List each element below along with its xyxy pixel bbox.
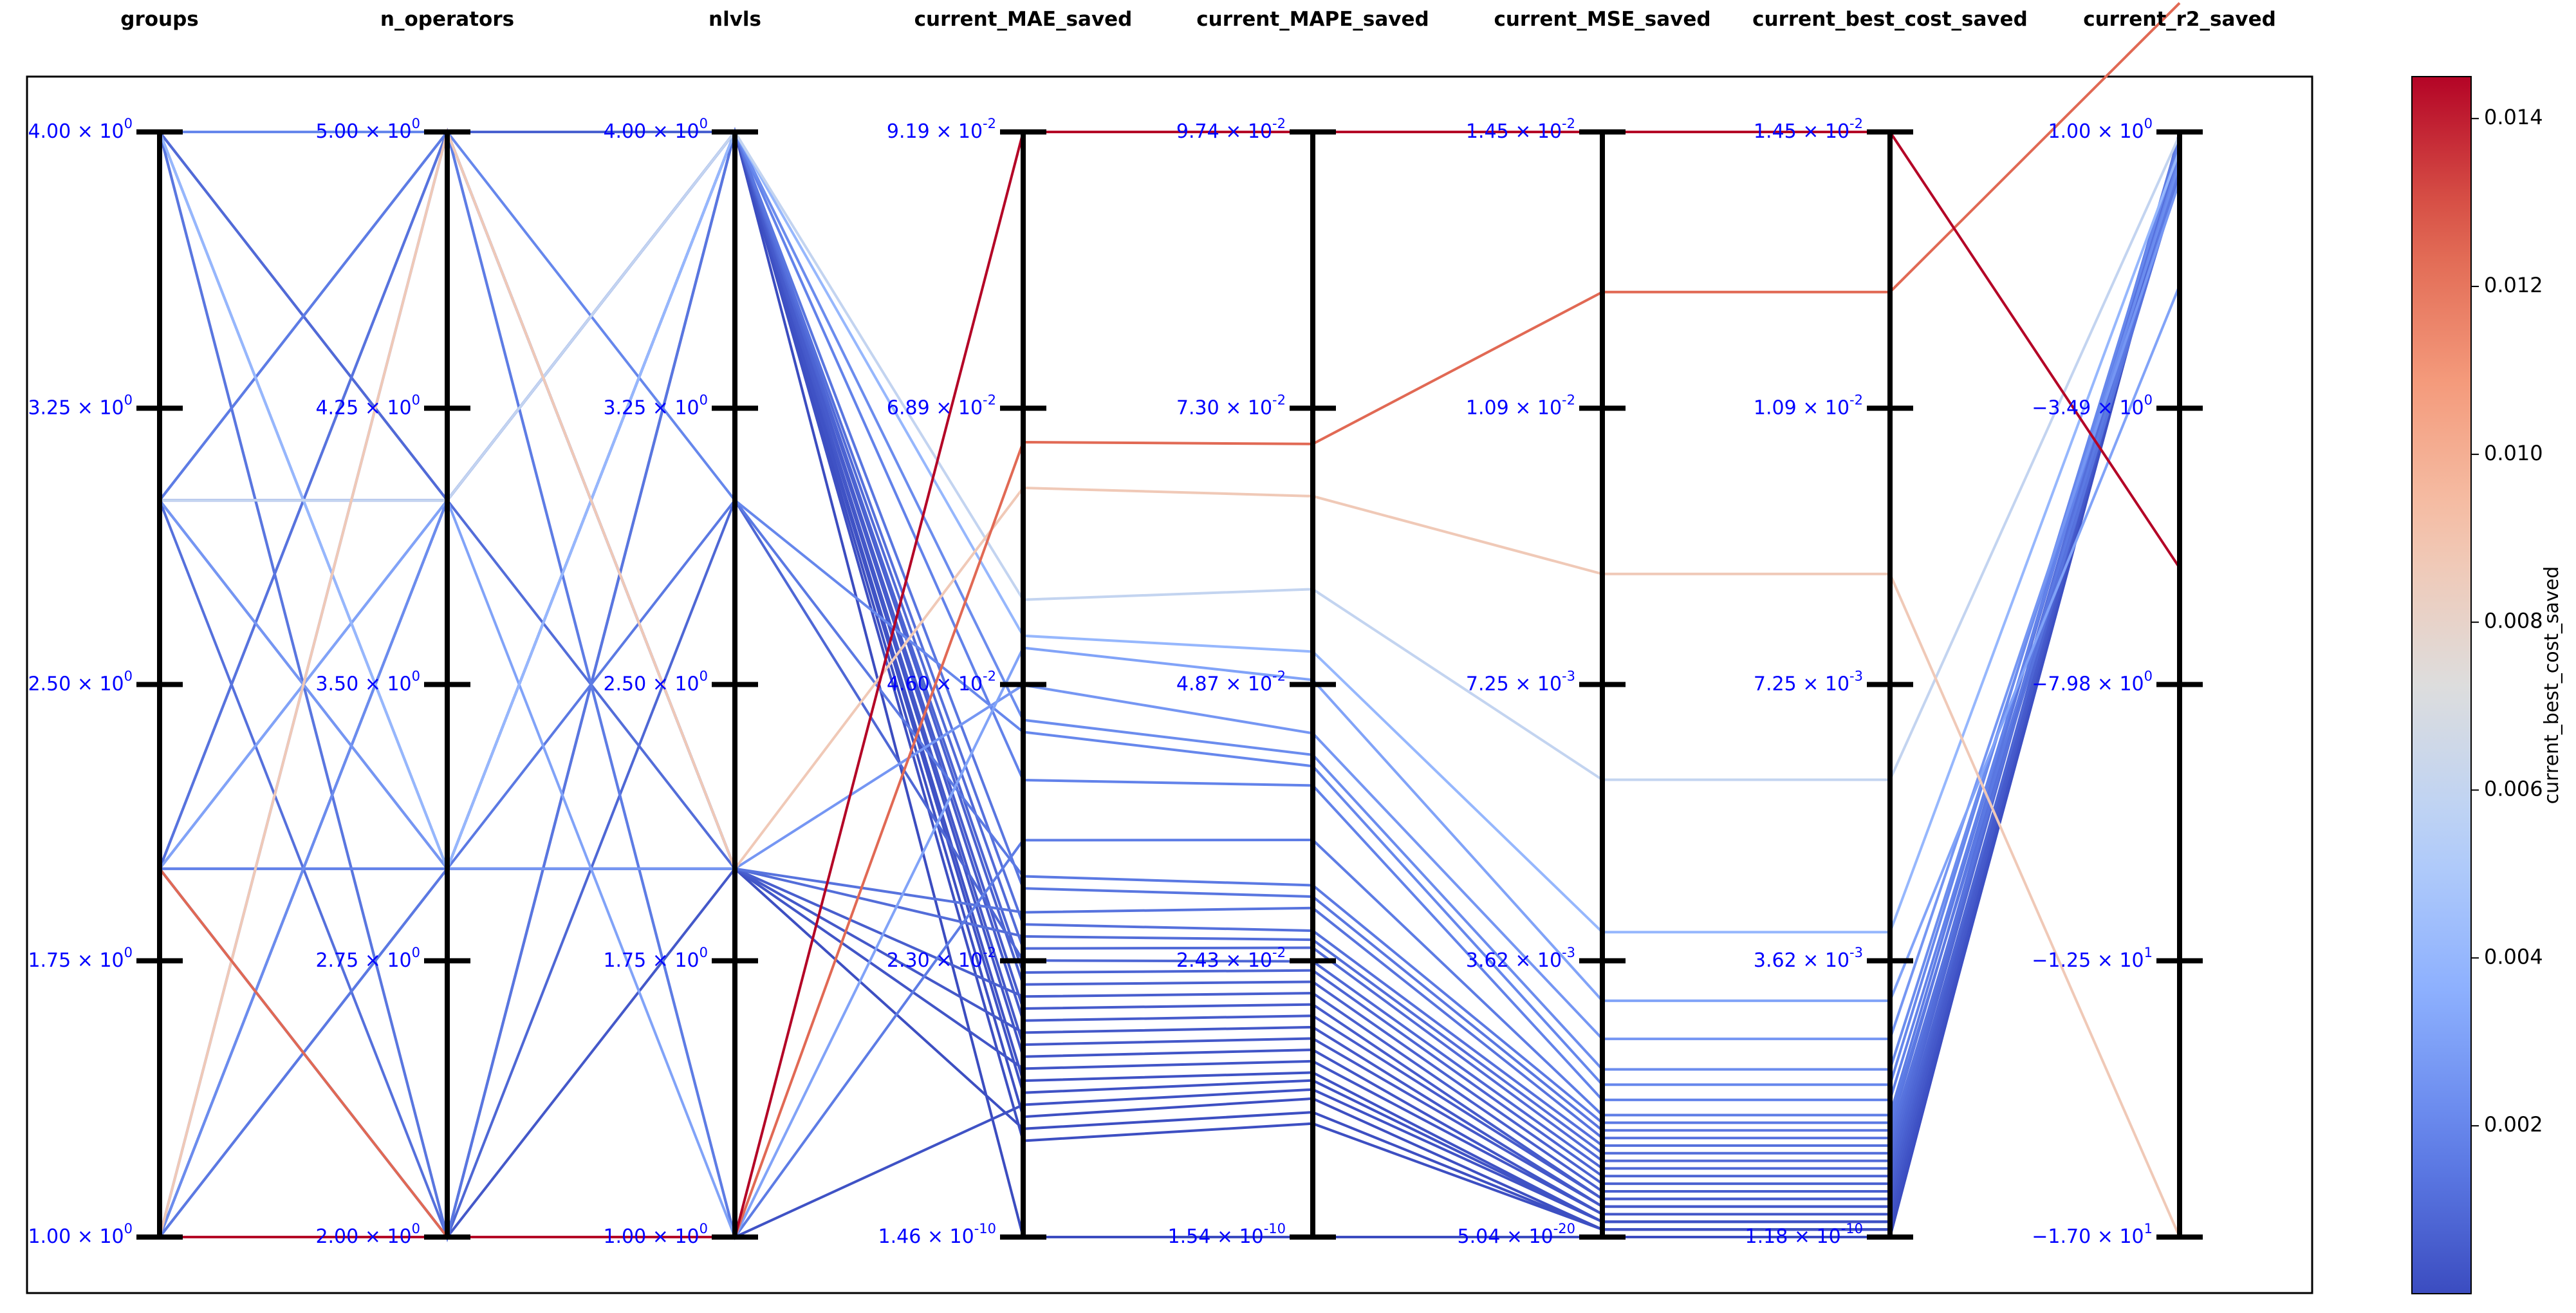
tick-label: 1.00 × 100: [28, 1221, 133, 1248]
tick-label: 1.18 × 10-10: [1745, 1221, 1864, 1248]
tick-label: 9.19 × 10-2: [887, 116, 996, 143]
tick-label: 4.60 × 10-2: [887, 669, 996, 696]
axis-nlvls: nlvls 1.00 × 100 1.75 × 100 2.50 × 100 3.25 …: [603, 8, 761, 1248]
axis-current-r2-saved: current_r2_saved −1.70 × 101 −1.25 × 101 −7…: [2032, 8, 2276, 1248]
tick-label: 1.09 × 10-2: [1466, 392, 1575, 419]
tick-label: −1.25 × 101: [2032, 945, 2153, 972]
tick-label: 4.25 × 100: [315, 392, 420, 419]
data-line-14: [158, 128, 2181, 1140]
data-line-13: [158, 127, 2181, 1242]
tick-label: 2.50 × 100: [603, 669, 708, 696]
data-line-12: [158, 168, 2181, 1238]
data-lines: [158, 2, 2181, 1242]
colorbar-tick-label: 0.004: [2484, 944, 2543, 969]
data-line-18: [158, 135, 2181, 1240]
tick-label: 4.87 × 10-2: [1176, 669, 1286, 696]
tick-label: 1.09 × 10-2: [1754, 392, 1863, 419]
data-line-11: [158, 129, 2181, 1240]
axis-title-groups: groups: [120, 8, 199, 31]
tick-label: 5.04 × 10-20: [1458, 1221, 1576, 1248]
data-line-7: [158, 180, 2181, 1041]
tick-label: 9.74 × 10-2: [1176, 116, 1286, 143]
axis-title-current-mse-saved: current_MSE_saved: [1494, 8, 1710, 31]
data-line-24: [160, 153, 2181, 1238]
data-line-4: [160, 129, 2181, 781]
data-line-6: [158, 284, 2181, 1240]
data-line-20: [158, 131, 2181, 1238]
tick-label: 3.62 × 10-3: [1754, 945, 1863, 972]
data-line-19: [160, 129, 2181, 1178]
axis-n-operators: n_operators 2.00 × 100 2.75 × 100 3.50 × 10…: [315, 8, 514, 1248]
tick-label: 2.43 × 10-2: [1176, 945, 1286, 972]
axis-current-mse-saved: current_MSE_saved 5.04 × 10-20 3.62 × 10-3…: [1458, 8, 1711, 1248]
tick-label: 1.75 × 100: [28, 945, 133, 972]
tick-label: 7.30 × 10-2: [1176, 392, 1286, 419]
tick-label: 5.00 × 100: [315, 116, 420, 143]
axis-title-current-mape-saved: current_MAPE_saved: [1196, 8, 1429, 31]
data-line-27: [158, 129, 2181, 1216]
colorbar: 0.002 0.004 0.006 0.008 0.010 0.012 0.014 curre…: [2411, 76, 2563, 1294]
tick-label: 3.50 × 100: [315, 669, 420, 696]
axis-title-current-mae-saved: current_MAE_saved: [914, 8, 1133, 31]
tick-label: 1.46 × 10-10: [878, 1221, 997, 1248]
colorbar-tick-label: 0.008: [2484, 609, 2543, 633]
tick-label: 2.30 × 10-2: [887, 945, 996, 972]
tick-label: 1.00 × 100: [603, 1221, 708, 1248]
colorbar-tick-label: 0.014: [2484, 105, 2543, 129]
axis-title-n-operators: n_operators: [380, 8, 514, 31]
tick-label: 2.00 × 100: [315, 1221, 420, 1248]
axis-title-nlvls: nlvls: [709, 8, 761, 31]
data-line-5: [158, 129, 2181, 934]
data-line-10: [160, 128, 2181, 1101]
data-line-16: [158, 150, 2181, 1238]
tick-label: 2.50 × 100: [28, 669, 133, 696]
tick-label: 4.00 × 100: [603, 116, 708, 143]
tick-label: 7.25 × 10-3: [1466, 669, 1575, 696]
axis-groups: groups 1.00 × 100 1.75 × 100 2.50 × 100 3.25…: [28, 8, 198, 1248]
tick-label: 3.62 × 10-3: [1466, 945, 1575, 972]
colorbar-gradient: [2411, 76, 2472, 1294]
axis-current-mape-saved: current_MAPE_saved 1.54 × 10-10 2.43 × 10-…: [1168, 8, 1429, 1248]
tick-label: 1.45 × 10-2: [1466, 116, 1575, 143]
tick-label: 7.25 × 10-3: [1754, 669, 1863, 696]
tick-label: 1.54 × 10-10: [1168, 1221, 1286, 1248]
data-line-3: [158, 127, 2181, 1238]
data-line-26: [160, 127, 2181, 1216]
tick-label: 1.75 × 100: [603, 945, 708, 972]
colorbar-tick-label: 0.012: [2484, 273, 2543, 297]
colorbar-tick-label: 0.010: [2484, 441, 2543, 465]
tick-label: 6.89 × 10-2: [887, 392, 996, 419]
tick-label: 1.45 × 10-2: [1754, 116, 1863, 143]
axis-current-mae-saved: current_MAE_saved 1.46 × 10-10 2.30 × 10-2…: [878, 8, 1133, 1248]
colorbar-tick-label: 0.006: [2484, 777, 2543, 801]
tick-label: −3.49 × 100: [2032, 392, 2153, 419]
tick-label: 4.00 × 100: [28, 116, 133, 143]
data-line-9: [160, 131, 2181, 1086]
axis-current-best-cost-saved: current_best_cost_saved 1.18 × 10-10 3.62 …: [1745, 8, 2028, 1248]
colorbar-label: current_best_cost_saved: [2541, 566, 2563, 805]
colorbar-tick-label: 0.002: [2484, 1112, 2543, 1137]
tick-label: −1.70 × 101: [2032, 1221, 2153, 1248]
tick-label: 3.25 × 100: [28, 392, 133, 419]
tick-label: 3.25 × 100: [603, 392, 708, 419]
tick-label: 1.00 × 100: [2048, 116, 2153, 143]
tick-label: −7.98 × 100: [2032, 669, 2153, 696]
axes: groups 1.00 × 100 1.75 × 100 2.50 × 100 3.25…: [28, 8, 2275, 1248]
axis-title-current-r2-saved: current_r2_saved: [2083, 8, 2276, 31]
data-line-1: [160, 131, 2181, 1238]
axis-title-current-best-cost-saved: current_best_cost_saved: [1752, 8, 2028, 31]
tick-label: 2.75 × 100: [315, 945, 420, 972]
plot-frame: [26, 75, 2313, 1294]
